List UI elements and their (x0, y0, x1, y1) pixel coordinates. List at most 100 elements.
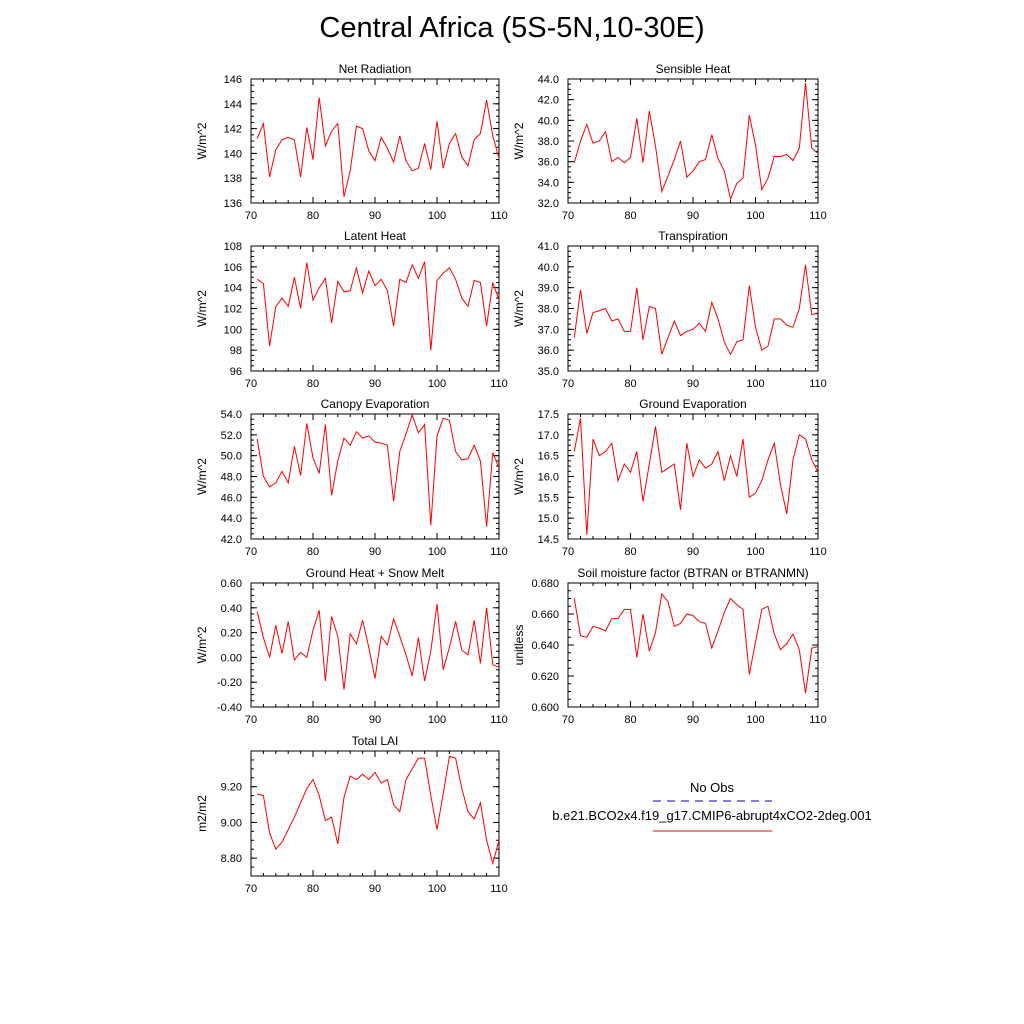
x-tick-label: 110 (809, 378, 827, 390)
figure-title: Central Africa (5S-5N,10-30E) (319, 12, 705, 44)
x-tick-label: 100 (428, 546, 446, 558)
panel-title: Canopy Evaporation (321, 397, 430, 411)
panel-8: Soil moisture factor (BTRAN or BTRANMN) u… (512, 566, 827, 726)
y-tick-label: 142 (224, 124, 242, 136)
y-tick-label: 34.0 (538, 177, 559, 189)
y-tick-label: 32.0 (538, 198, 559, 210)
x-tick-label: 80 (624, 546, 636, 558)
x-tick-label: 90 (369, 378, 381, 390)
y-tick-label: 42.0 (538, 95, 559, 107)
series-line (256, 261, 500, 351)
y-tick-label: 14.5 (538, 534, 559, 546)
y-tick-label: 146 (224, 74, 242, 86)
panel-4: Transpiration W/m^2 70 80 90 100 110 35.0 36.0 37… (512, 229, 827, 390)
y-tick-label: 38.0 (538, 304, 559, 316)
plot-frame (567, 582, 819, 708)
y-axis-label: W/m^2 (195, 458, 209, 495)
legend-model-label: b.e21.BCO2x4.f19_g17.CMIP6-abrupt4xCO2-2… (552, 808, 871, 823)
y-tick-label: 40.0 (538, 262, 559, 274)
y-tick-label: 0.640 (531, 640, 559, 652)
y-tick-label: 0.40 (221, 603, 242, 615)
x-tick-label: 70 (562, 378, 574, 390)
y-tick-label: 17.5 (538, 409, 559, 421)
x-tick-label: 110 (809, 210, 827, 222)
y-axis-label: W/m^2 (512, 458, 526, 495)
x-tick-label: 100 (746, 210, 764, 222)
y-tick-label: 16.0 (538, 472, 559, 484)
y-tick-label: 100 (224, 324, 242, 336)
legend: No Obs b.e21.BCO2x4.f19_g17.CMIP6-abrupt… (552, 780, 872, 832)
x-tick-label: 90 (369, 883, 381, 895)
x-tick-label: 80 (307, 546, 319, 558)
x-tick-label: 100 (428, 714, 446, 726)
panel-2: Sensible Heat W/m^2 70 80 90 100 110 32.0 34.0 36… (512, 62, 827, 222)
panel-title: Ground Heat + Snow Melt (306, 566, 445, 580)
x-tick-label: 110 (490, 714, 508, 726)
y-tick-label: 44.0 (538, 74, 559, 86)
x-tick-label: 70 (562, 546, 574, 558)
y-tick-label: 144 (224, 99, 242, 111)
x-tick-label: 70 (562, 714, 574, 726)
series-line (573, 592, 819, 694)
series-line (573, 418, 819, 535)
y-axis-label: m2/m2 (195, 795, 209, 832)
x-tick-label: 70 (245, 883, 257, 895)
panel-9: Total LAI m2/m2 70 80 90 100 110 8.80 9.00 9.20 (195, 734, 508, 895)
y-tick-label: 36.0 (538, 345, 559, 357)
plot-frame (567, 78, 819, 204)
y-tick-label: 35.0 (538, 366, 559, 378)
series-line (257, 755, 500, 866)
y-tick-label: 8.80 (221, 853, 242, 865)
y-tick-label: 17.0 (538, 430, 559, 442)
x-tick-label: 80 (307, 883, 319, 895)
x-tick-label: 90 (687, 378, 699, 390)
panels: Net Radiation W/m^2 70 80 90 100 110 136 138 140 1… (195, 62, 827, 895)
x-tick-label: 100 (428, 378, 446, 390)
x-tick-label: 110 (490, 210, 508, 222)
x-tick-label: 80 (624, 210, 636, 222)
panel-title: Net Radiation (339, 62, 412, 76)
y-tick-label: 41.0 (538, 241, 559, 253)
y-tick-label: 54.0 (221, 409, 242, 421)
y-tick-label: 36.0 (538, 157, 559, 169)
series-line (573, 264, 819, 356)
y-tick-label: 140 (224, 148, 242, 160)
x-tick-label: 80 (624, 378, 636, 390)
panel-title: Latent Heat (344, 229, 407, 243)
y-tick-label: 9.20 (221, 782, 242, 794)
y-tick-label: 37.0 (538, 324, 559, 336)
plot-frame (250, 582, 500, 708)
series-line (256, 97, 500, 197)
y-tick-label: 0.60 (221, 578, 242, 590)
x-tick-label: 70 (245, 378, 257, 390)
series-line (573, 83, 819, 201)
x-tick-label: 100 (746, 714, 764, 726)
panel-title: Total LAI (352, 734, 399, 748)
x-tick-label: 70 (245, 210, 257, 222)
x-tick-label: 100 (746, 378, 764, 390)
y-axis-label: W/m^2 (512, 290, 526, 327)
y-tick-label: 0.680 (531, 578, 559, 590)
y-tick-label: -0.20 (217, 677, 242, 689)
x-tick-label: 90 (687, 546, 699, 558)
y-tick-label: 0.620 (531, 671, 559, 683)
x-tick-label: 110 (490, 378, 508, 390)
y-axis-label: W/m^2 (195, 290, 209, 327)
y-tick-label: 106 (224, 262, 242, 274)
plot-frame (250, 413, 500, 540)
plot-frame (250, 750, 500, 877)
y-tick-label: 40.0 (538, 115, 559, 127)
y-tick-label: 46.0 (221, 492, 242, 504)
y-tick-label: 42.0 (221, 534, 242, 546)
y-tick-label: 96 (230, 366, 242, 378)
x-tick-label: 80 (307, 714, 319, 726)
y-tick-label: 0.00 (221, 652, 242, 664)
y-tick-label: 52.0 (221, 430, 242, 442)
y-axis-label: W/m^2 (195, 122, 209, 159)
panel-title: Soil moisture factor (BTRAN or BTRANMN) (577, 566, 808, 580)
x-tick-label: 110 (490, 883, 508, 895)
x-tick-label: 110 (490, 546, 508, 558)
y-tick-label: 16.5 (538, 451, 559, 463)
y-tick-label: 15.5 (538, 492, 559, 504)
